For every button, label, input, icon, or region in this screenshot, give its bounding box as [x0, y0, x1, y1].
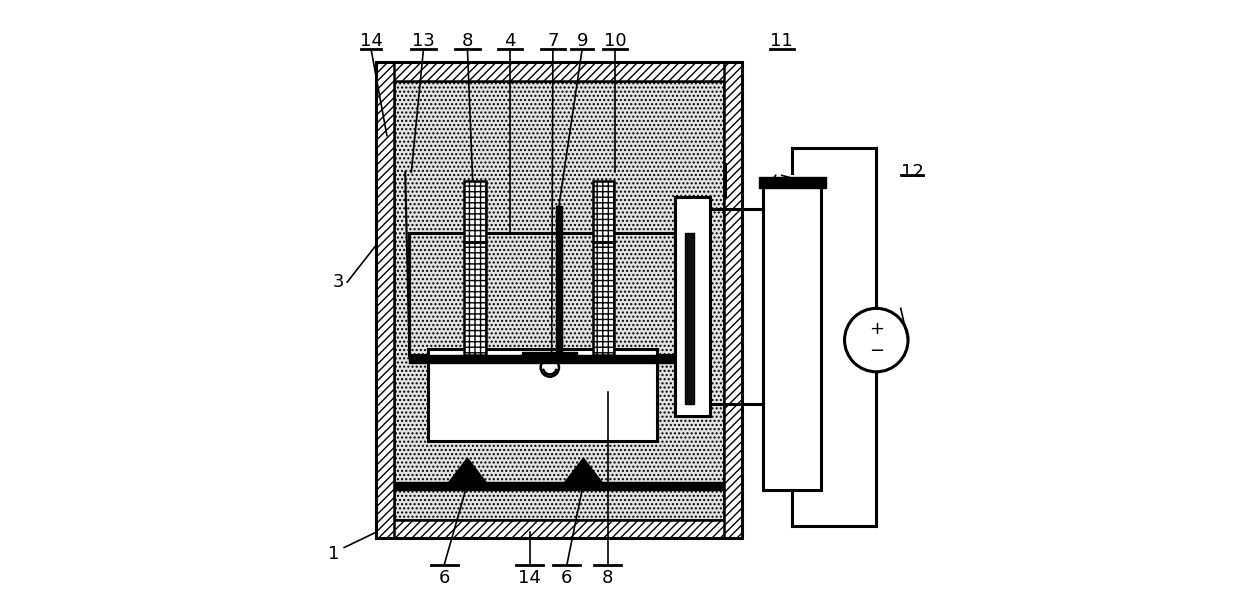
- Text: 14: 14: [518, 569, 541, 587]
- Bar: [409, 356, 675, 363]
- Bar: [675, 197, 711, 416]
- Text: 6: 6: [439, 569, 450, 587]
- Bar: [764, 185, 821, 490]
- Text: 13: 13: [412, 32, 435, 50]
- Text: 8: 8: [603, 569, 614, 587]
- Bar: [394, 81, 724, 520]
- Bar: [718, 81, 724, 520]
- Text: 11: 11: [770, 32, 794, 50]
- Text: 1: 1: [327, 544, 339, 563]
- Bar: [409, 234, 675, 356]
- Text: 7: 7: [547, 32, 559, 50]
- Text: −: −: [869, 342, 884, 360]
- Bar: [376, 63, 394, 538]
- Bar: [394, 81, 724, 520]
- Text: 8: 8: [461, 32, 474, 50]
- Bar: [376, 520, 742, 538]
- Bar: [428, 349, 657, 441]
- Bar: [684, 234, 694, 404]
- Bar: [724, 63, 742, 538]
- Bar: [376, 63, 742, 538]
- Bar: [394, 81, 422, 520]
- Bar: [556, 206, 562, 356]
- Text: 3: 3: [332, 273, 343, 291]
- Bar: [522, 352, 578, 359]
- Text: 14: 14: [360, 32, 382, 50]
- Text: 4: 4: [505, 32, 516, 50]
- Bar: [465, 242, 486, 356]
- Text: 9: 9: [577, 32, 588, 50]
- Bar: [376, 63, 742, 81]
- Polygon shape: [564, 458, 603, 484]
- Bar: [759, 177, 826, 188]
- Bar: [465, 181, 486, 242]
- Polygon shape: [448, 458, 487, 484]
- Bar: [593, 242, 614, 356]
- Bar: [593, 181, 614, 242]
- Text: 12: 12: [901, 163, 924, 181]
- Text: 10: 10: [604, 32, 626, 50]
- Text: 6: 6: [562, 569, 573, 587]
- Text: +: +: [869, 320, 884, 338]
- Bar: [394, 482, 724, 490]
